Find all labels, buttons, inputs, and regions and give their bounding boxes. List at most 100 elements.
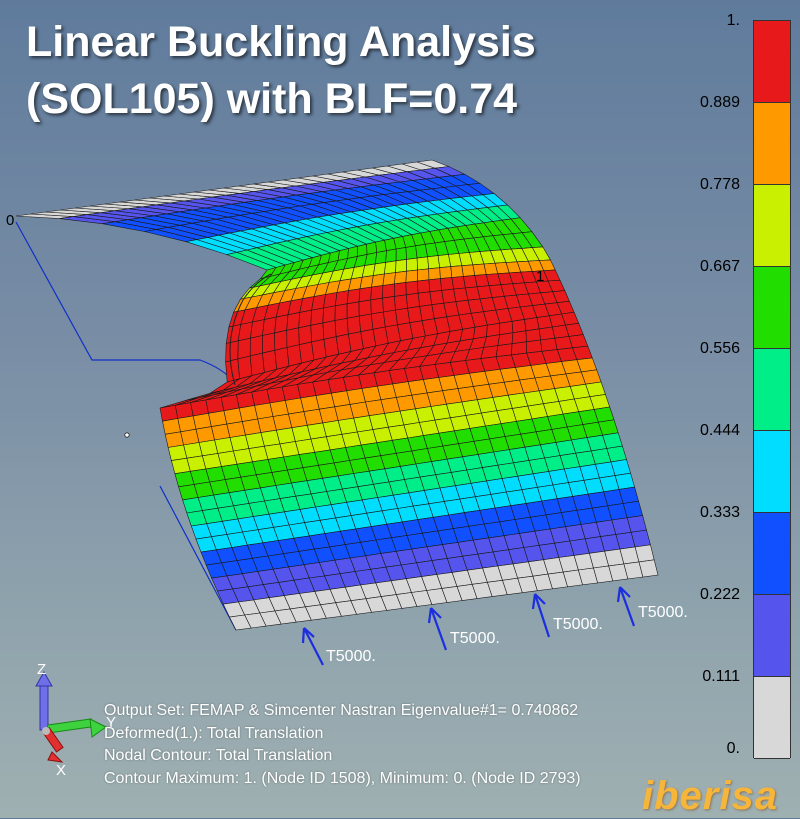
- mesh-element: [346, 288, 361, 305]
- contour-minmax-text: Contour Maximum: 1. (Node ID 1508), Mini…: [104, 769, 581, 787]
- mesh-element: [394, 270, 407, 285]
- mesh-element: [451, 276, 466, 290]
- legend-color-band: [754, 595, 790, 677]
- output-set-text: Output Set: FEMAP & Simcenter Nastran Ei…: [104, 702, 579, 719]
- mesh-element: [286, 312, 301, 331]
- mesh-element: [439, 266, 453, 279]
- mesh-element: [334, 317, 349, 338]
- mesh-element: [395, 259, 407, 273]
- mesh-element: [382, 283, 395, 299]
- mesh-element: [405, 292, 421, 309]
- mesh-element: [526, 339, 543, 354]
- mesh-element: [395, 307, 411, 326]
- mesh-element: [310, 322, 325, 343]
- mesh-element: [382, 296, 396, 313]
- mesh-element: [428, 278, 443, 293]
- mesh-element: [511, 319, 527, 334]
- mesh-element: [358, 286, 372, 303]
- mesh-element: [262, 332, 276, 354]
- mesh-element: [225, 340, 239, 363]
- plot-title-line2: (SOL105) with BLF=0.74: [26, 75, 518, 123]
- mesh-element: [417, 291, 433, 307]
- mesh-element: [249, 335, 263, 357]
- deformed-mesh: [15, 159, 659, 631]
- load-arrow: [616, 586, 636, 627]
- mesh-element: [394, 294, 408, 311]
- axis-label-x: X: [56, 762, 67, 779]
- mesh-element: [540, 337, 558, 352]
- load-label-4: T5000.: [638, 604, 688, 621]
- legend-tick-label: 0.: [726, 740, 740, 757]
- mesh-element: [383, 309, 398, 328]
- legend-color-band: [754, 349, 790, 431]
- mesh-element: [382, 272, 396, 286]
- mesh-element: [322, 320, 337, 340]
- mesh-element: [334, 303, 348, 321]
- mesh-element: [486, 322, 501, 338]
- legend-tick-label: 0.111: [702, 668, 740, 685]
- axis-label-z: Z: [37, 661, 47, 678]
- load-arrow: [301, 627, 324, 666]
- mesh-element: [405, 245, 418, 260]
- iberisa-logo: iberisa: [642, 774, 778, 818]
- mesh-element: [450, 265, 464, 278]
- legend-color-band: [754, 21, 790, 103]
- mesh-element: [208, 410, 228, 427]
- contour-legend-bar: [753, 20, 791, 759]
- mesh-element: [262, 349, 278, 373]
- load-label-1: T5000.: [326, 648, 376, 665]
- mesh-element: [162, 418, 181, 435]
- mesh-element: [416, 256, 430, 271]
- mesh-element: [429, 290, 445, 306]
- node-label-right: 1: [536, 268, 545, 285]
- mesh-element: [440, 277, 454, 291]
- mesh-element: [428, 267, 441, 281]
- deformed-text: Deformed(1.): Total Translation: [104, 724, 324, 742]
- load-label-2: T5000.: [450, 630, 500, 647]
- legend-tick-label: 0.222: [699, 586, 740, 603]
- mesh-element: [237, 337, 251, 360]
- mesh-element: [370, 285, 384, 301]
- axis-label-y: Y: [106, 714, 117, 731]
- mesh-element: [358, 299, 372, 317]
- mesh-element: [372, 262, 387, 276]
- mesh-element: [370, 297, 384, 315]
- plot-title-line1: Linear Buckling Analysis: [26, 18, 536, 66]
- mesh-element: [405, 269, 418, 283]
- mesh-element: [371, 273, 385, 288]
- legend-tick-label: 0.778: [699, 176, 740, 193]
- mesh-element: [461, 264, 476, 277]
- legend-tick-label: 0.333: [699, 504, 740, 521]
- node-marker: [124, 432, 130, 438]
- legend-color-band: [754, 431, 790, 513]
- mesh-element: [384, 260, 397, 275]
- mesh-element: [370, 311, 386, 330]
- mesh-element: [374, 250, 387, 265]
- mesh-element: [358, 313, 374, 333]
- mesh-element: [511, 330, 527, 345]
- mesh-element: [538, 326, 556, 341]
- mesh-element: [346, 315, 362, 335]
- mesh-element: [417, 279, 431, 294]
- legend-tick-label: 1.: [726, 12, 740, 29]
- mesh-element: [298, 324, 312, 346]
- legend-tick-label: 0.556: [699, 340, 740, 357]
- legend-tick-label: 0.444: [699, 422, 740, 439]
- mesh-element: [225, 358, 240, 383]
- output-info: Output Set: FEMAP & Simcenter Nastran Ei…: [104, 700, 581, 790]
- mesh-element: [524, 317, 540, 332]
- mesh-element: [395, 247, 407, 262]
- mesh-element: [525, 328, 541, 343]
- mesh-element: [394, 282, 407, 297]
- mesh-element: [274, 329, 288, 351]
- load-arrow: [427, 607, 448, 651]
- mesh-element: [322, 305, 336, 324]
- node-label-left: 0: [6, 212, 15, 229]
- mesh-element: [427, 255, 441, 270]
- load-label-3: T5000.: [553, 616, 603, 633]
- legend-tick-label: 0.667: [699, 258, 740, 275]
- mesh-element: [499, 320, 514, 336]
- mesh-element: [406, 257, 418, 272]
- mesh-element: [495, 343, 513, 358]
